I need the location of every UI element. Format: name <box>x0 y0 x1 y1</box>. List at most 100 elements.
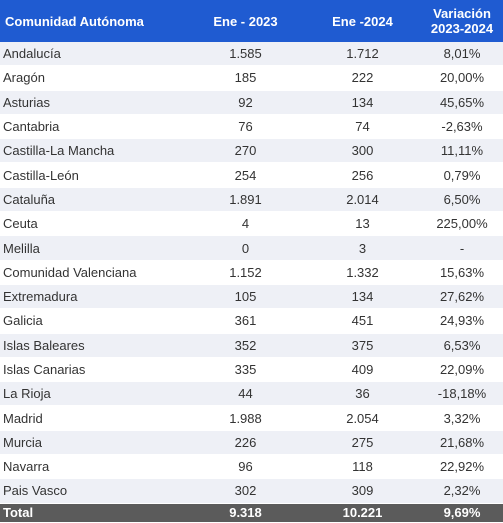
table-row: Castilla-La Mancha 270 300 11,11% <box>0 138 503 164</box>
region-cell: La Rioja <box>0 381 187 407</box>
value-cell: 8,01% <box>421 42 503 67</box>
region-cell: Extremadura <box>0 284 187 310</box>
region-cell: Cataluña <box>0 187 187 213</box>
value-cell: 375 <box>304 333 421 358</box>
value-cell: 2.014 <box>304 187 421 213</box>
region-cell: Andalucía <box>0 42 187 67</box>
table-row: Madrid 1.988 2.054 3,32% <box>0 405 503 431</box>
value-cell: 11,11% <box>421 138 503 164</box>
table-body: Andalucía 1.585 1.712 8,01% Aragón 185 222 20,0… <box>0 42 503 523</box>
table-row: Pais Vasco 302 309 2,32% <box>0 478 503 504</box>
value-cell: 1.891 <box>187 187 304 213</box>
region-cell: Galicia <box>0 308 187 334</box>
table-row: Islas Baleares 352 375 6,53% <box>0 333 503 358</box>
table-row: Navarra 96 118 22,92% <box>0 454 503 480</box>
region-cell: Aragón <box>0 65 187 91</box>
table-row: Asturias 92 134 45,65% <box>0 90 503 115</box>
value-cell: 2,32% <box>421 478 503 504</box>
table-row: Melilla 0 3- <box>0 235 503 261</box>
total-cell: Total <box>0 503 187 523</box>
value-cell: 409 <box>304 357 421 383</box>
value-cell: 275 <box>304 430 421 456</box>
header-row: Comunidad Autónoma Ene - 2023 Ene -2024 Var… <box>0 0 503 42</box>
value-cell: 1.152 <box>187 260 304 285</box>
value-cell: 4 <box>187 211 304 237</box>
table-row: Aragón 185 222 20,00% <box>0 65 503 91</box>
table-row: La Rioja 44 36 -18,18% <box>0 381 503 407</box>
header-cell: Comunidad Autónoma <box>0 0 187 42</box>
value-cell: 1.585 <box>187 42 304 67</box>
value-cell: 335 <box>187 357 304 383</box>
value-cell: 451 <box>304 308 421 334</box>
value-cell: 22,09% <box>421 357 503 383</box>
value-cell: 0 <box>187 235 304 261</box>
value-cell: 27,62% <box>421 284 503 310</box>
value-cell: 36 <box>304 381 421 407</box>
value-cell: 20,00% <box>421 65 503 91</box>
value-cell: 118 <box>304 454 421 480</box>
total-row: Total 9.318 10.221 9,69% <box>0 503 503 523</box>
value-cell: 222 <box>304 65 421 91</box>
value-cell: 361 <box>187 308 304 334</box>
value-cell: 74 <box>304 114 421 140</box>
value-cell: 6,53% <box>421 333 503 358</box>
value-cell: 256 <box>304 162 421 188</box>
region-cell: Pais Vasco <box>0 478 187 504</box>
value-cell: 1.988 <box>187 405 304 431</box>
value-cell: 0,79% <box>421 162 503 188</box>
region-cell: Castilla-La Mancha <box>0 138 187 164</box>
region-cell: Islas Baleares <box>0 333 187 358</box>
value-cell: 134 <box>304 284 421 310</box>
total-cell: 10.221 <box>304 503 421 523</box>
value-cell: 105 <box>187 284 304 310</box>
region-cell: Navarra <box>0 454 187 480</box>
value-cell: 1.332 <box>304 260 421 285</box>
value-cell: 92 <box>187 90 304 115</box>
value-cell: 309 <box>304 478 421 504</box>
region-cell: Islas Canarias <box>0 357 187 383</box>
value-cell: 1.712 <box>304 42 421 67</box>
value-cell: -18,18% <box>421 381 503 407</box>
value-cell: 352 <box>187 333 304 358</box>
value-cell: 44 <box>187 381 304 407</box>
header-cell: Ene - 2023 <box>187 0 304 42</box>
region-cell: Murcia <box>0 430 187 456</box>
header-cell: Ene -2024 <box>304 0 421 42</box>
value-cell: 226 <box>187 430 304 456</box>
table-row: Cataluña 1.891 2.014 6,50% <box>0 187 503 213</box>
value-cell: 254 <box>187 162 304 188</box>
value-cell: 96 <box>187 454 304 480</box>
region-cell: Castilla-León <box>0 162 187 188</box>
value-cell: 302 <box>187 478 304 504</box>
table-row: Cantabria 76 74 -2,63% <box>0 114 503 140</box>
value-cell: 134 <box>304 90 421 115</box>
value-cell: 13 <box>304 211 421 237</box>
table-row: Galicia 361 451 24,93% <box>0 308 503 334</box>
table-row: Andalucía 1.585 1.712 8,01% <box>0 42 503 67</box>
value-cell: 6,50% <box>421 187 503 213</box>
region-cell: Ceuta <box>0 211 187 237</box>
value-cell: 2.054 <box>304 405 421 431</box>
value-cell: 225,00% <box>421 211 503 237</box>
table-row: Extremadura 105 134 27,62% <box>0 284 503 310</box>
value-cell: 270 <box>187 138 304 164</box>
region-cell: Madrid <box>0 405 187 431</box>
value-cell: 21,68% <box>421 430 503 456</box>
table-row: Castilla-León 254 256 0,79% <box>0 162 503 188</box>
table-row: Islas Canarias 335 409 22,09% <box>0 357 503 383</box>
value-cell: - <box>421 235 503 261</box>
total-cell: 9.318 <box>187 503 304 523</box>
value-cell: 76 <box>187 114 304 140</box>
region-cell: Asturias <box>0 90 187 115</box>
region-cell: Comunidad Valenciana <box>0 260 187 285</box>
region-cell: Cantabria <box>0 114 187 140</box>
value-cell: 185 <box>187 65 304 91</box>
table-row: Murcia 226 275 21,68% <box>0 430 503 456</box>
total-cell: 9,69% <box>421 503 503 523</box>
value-cell: 300 <box>304 138 421 164</box>
table-row: Ceuta 4 13 225,00% <box>0 211 503 237</box>
table-row: Comunidad Valenciana 1.152 1.332 15,63% <box>0 260 503 285</box>
value-cell: 22,92% <box>421 454 503 480</box>
